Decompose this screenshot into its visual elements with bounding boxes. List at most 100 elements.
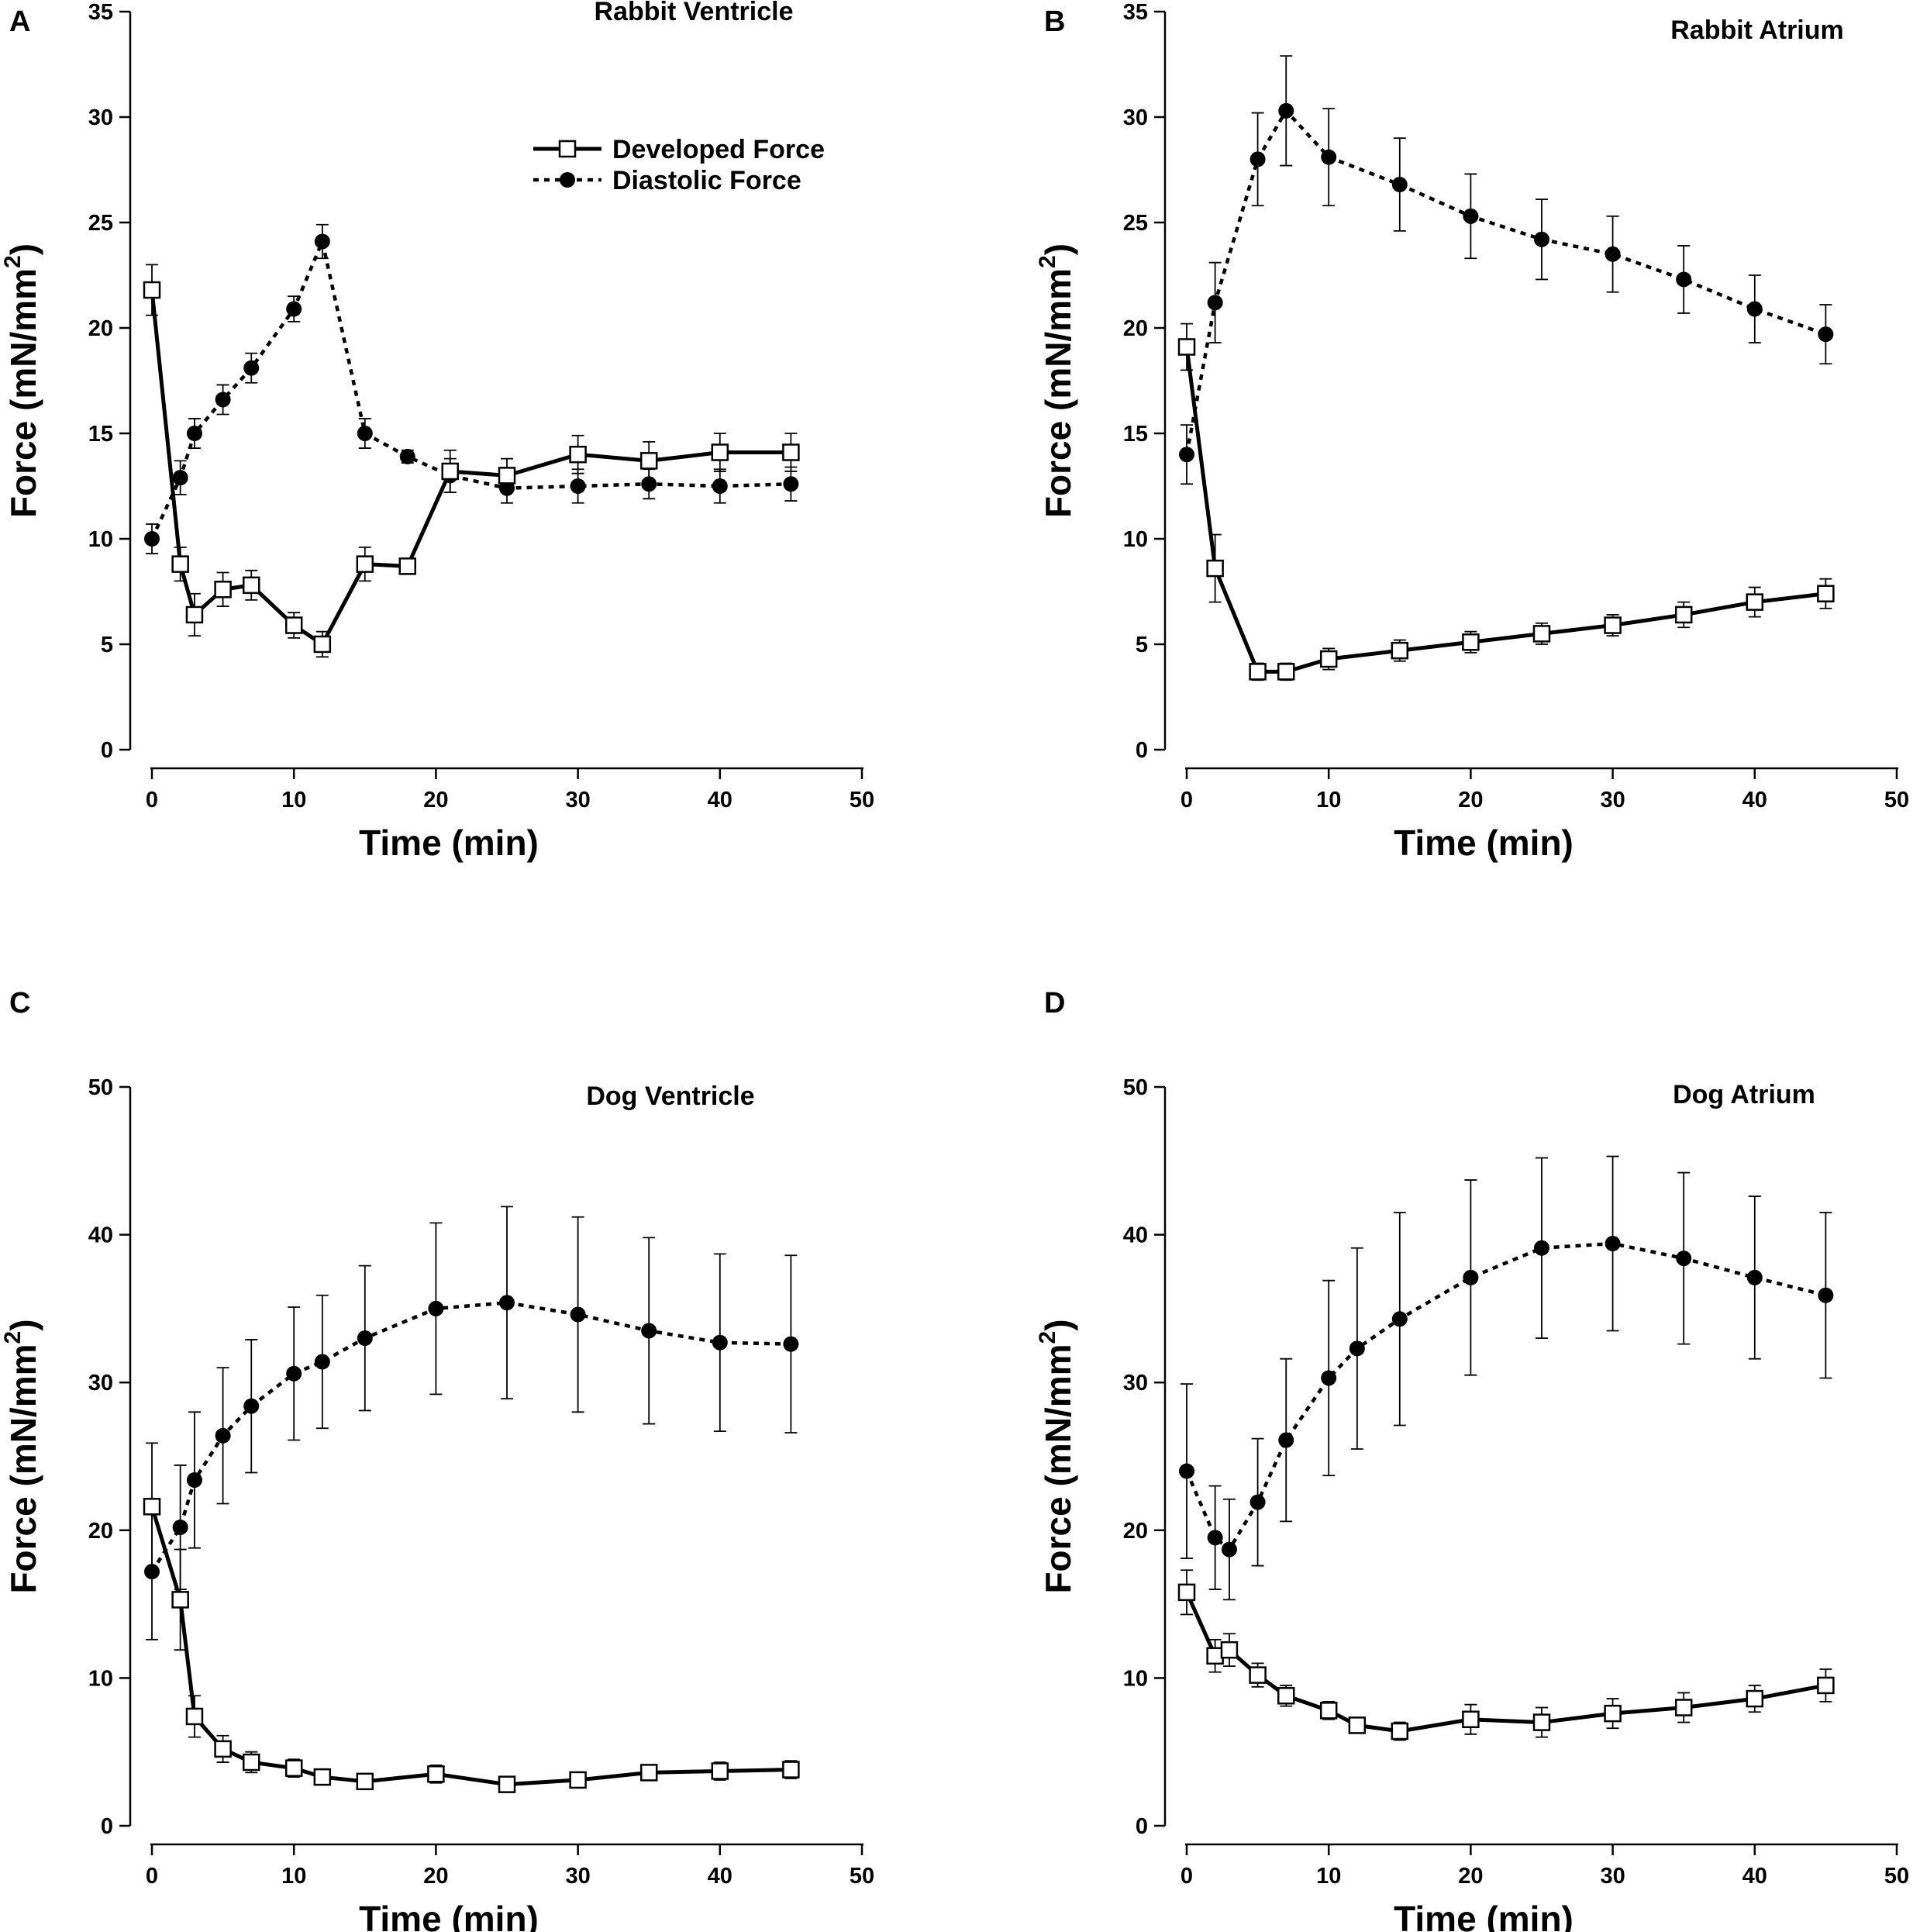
legend-diastolic-marker — [560, 172, 575, 188]
series-diastolic-force — [144, 223, 799, 554]
developed-force-marker — [171, 1591, 189, 1609]
diastolic-force-marker — [1746, 1269, 1763, 1285]
x-tick-label: 10 — [1316, 1864, 1341, 1889]
panel-letter: C — [9, 987, 30, 1019]
y-axis-title-close: ) — [3, 1319, 43, 1330]
developed-force-marker — [1277, 1687, 1295, 1705]
developed-force-line — [150, 1506, 791, 1787]
y-axis-title-main: Force (mN/mm — [3, 1344, 43, 1593]
panel-b: B Rabbit Atrium 0 5 10 15 20 25 30 35 0 10 20 30 40 50 T… — [1035, 0, 1909, 863]
developed-force-marker — [1220, 1640, 1239, 1659]
developed-force-marker — [1249, 663, 1267, 681]
developed-force-marker — [1319, 650, 1338, 668]
x-tick-label: 0 — [146, 788, 158, 812]
developed-force-marker — [1817, 1676, 1835, 1695]
y-axis-title-sup: 2 — [1035, 255, 1060, 268]
diastolic-force-marker — [1249, 1494, 1266, 1510]
developed-force-marker — [313, 1768, 332, 1786]
developed-force-marker — [1391, 641, 1409, 660]
panel-letter: A — [9, 5, 30, 38]
diastolic-force-marker — [172, 1519, 188, 1535]
diastolic-force-marker — [1463, 208, 1479, 224]
developed-force-marker — [1674, 1699, 1693, 1716]
diastolic-force-marker — [357, 426, 373, 441]
legend-developed-label: Developed Force — [612, 135, 825, 164]
x-tick-label: 30 — [1600, 788, 1625, 812]
series-developed-force — [143, 1442, 800, 1793]
diastolic-force-marker — [215, 392, 231, 408]
y-tick-label: 50 — [88, 1075, 113, 1100]
y-axis-title-sup: 2 — [0, 255, 26, 268]
x-tick-label: 50 — [850, 788, 874, 812]
diastolic-force-marker — [1746, 301, 1763, 317]
y-tick-label: 40 — [1123, 1223, 1148, 1248]
developed-force-marker — [1746, 1689, 1764, 1708]
diastolic-force-marker — [144, 531, 160, 547]
y-tick-label: 10 — [1123, 1666, 1148, 1691]
y-tick-label: 15 — [1123, 422, 1148, 447]
diastolic-force-marker — [1278, 1432, 1294, 1448]
developed-force-marker — [711, 443, 729, 461]
diastolic-force-line — [1184, 1241, 1826, 1551]
y-tick-label: 15 — [88, 422, 113, 447]
y-tick-label: 25 — [88, 211, 113, 236]
x-tick-label: 20 — [423, 1864, 448, 1889]
legend-diastolic-label: Diastolic Force — [612, 166, 801, 195]
developed-force-marker — [171, 555, 189, 573]
diastolic-force-marker — [1676, 271, 1692, 288]
developed-force-marker — [711, 1762, 729, 1780]
x-tick-label: 50 — [1884, 788, 1909, 812]
developed-force-marker — [782, 443, 800, 461]
diastolic-force-marker — [1179, 447, 1194, 463]
y-tick-label: 35 — [1123, 0, 1148, 25]
diastolic-force-marker — [215, 1427, 231, 1444]
diastolic-force-marker — [314, 1354, 330, 1370]
developed-force-marker — [1206, 1647, 1224, 1665]
y-axis-title-close: ) — [3, 243, 43, 255]
y-tick-label: 25 — [1123, 211, 1148, 236]
x-tick-label: 10 — [1316, 788, 1341, 812]
developed-force-marker — [1604, 1704, 1622, 1723]
series-diastolic-force — [144, 1206, 799, 1640]
y-tick-label: 10 — [88, 527, 113, 552]
diastolic-force-marker — [1221, 1541, 1237, 1558]
y-tick-label: 5 — [1136, 633, 1148, 657]
diastolic-force-marker — [1179, 1463, 1194, 1479]
y-tick-label: 0 — [1136, 1814, 1148, 1839]
diastolic-force-marker — [286, 301, 302, 317]
diastolic-force-marker — [186, 1471, 202, 1488]
diastolic-force-marker — [1534, 1240, 1549, 1256]
developed-force-marker — [242, 1753, 260, 1772]
y-axis-title-sup: 2 — [0, 1331, 26, 1344]
developed-force-marker — [441, 462, 459, 481]
diastolic-force-marker — [570, 1306, 586, 1323]
developed-force-marker — [1462, 633, 1480, 651]
y-tick-label: 10 — [1123, 527, 1148, 552]
x-tick-label: 40 — [1742, 1864, 1767, 1889]
x-tick-label: 10 — [281, 788, 306, 812]
diastolic-force-marker — [1207, 1530, 1223, 1546]
diastolic-force-marker — [399, 448, 415, 464]
developed-force-marker — [185, 605, 204, 624]
x-tick-label: 30 — [565, 788, 590, 812]
y-axis-title-sup: 2 — [1035, 1331, 1060, 1344]
developed-force-marker — [214, 1740, 232, 1758]
y-axis-title-main: Force (mN/mm — [3, 268, 43, 518]
y-axis-title: Force (mN/mm2) — [1035, 1319, 1078, 1593]
developed-force-marker — [1532, 1713, 1551, 1731]
diastolic-force-marker — [286, 1365, 302, 1382]
x-tick-label: 50 — [850, 1864, 874, 1889]
developed-force-marker — [1817, 585, 1835, 602]
developed-force-marker — [569, 1771, 587, 1789]
y-axis-title-close: ) — [1038, 243, 1078, 255]
developed-force-line — [1184, 347, 1826, 674]
diastolic-force-marker — [1818, 326, 1834, 343]
panel-title: Dog Atrium — [1673, 1080, 1815, 1109]
diastolic-force-marker — [357, 1330, 373, 1347]
y-axis-title-main: Force (mN/mm — [1038, 1344, 1078, 1593]
x-tick-label: 20 — [1458, 1864, 1483, 1889]
x-tick-label: 0 — [1181, 1864, 1193, 1889]
diastolic-force-marker — [144, 1564, 160, 1580]
